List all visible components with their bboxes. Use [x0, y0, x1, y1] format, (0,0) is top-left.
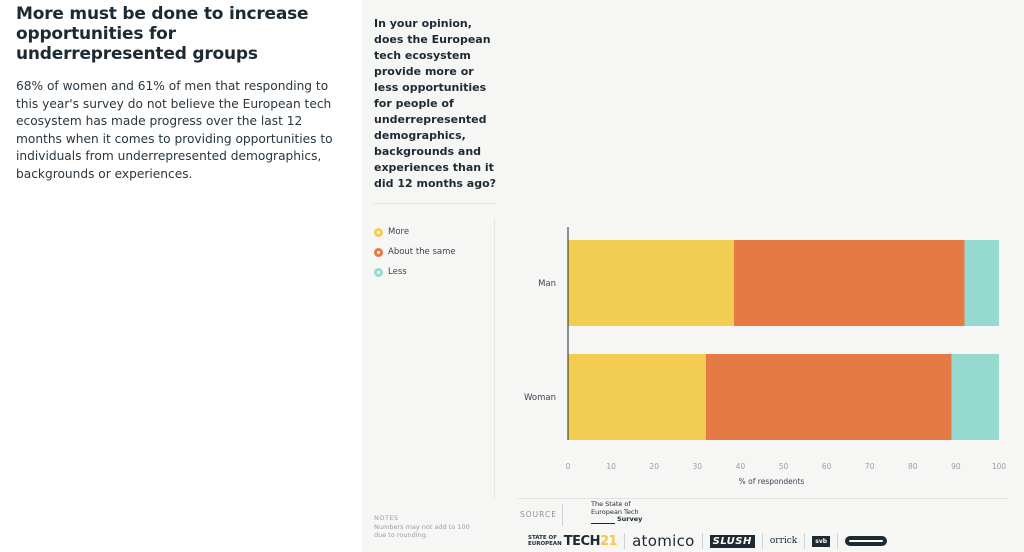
chart-legend: More About the same Less	[374, 222, 456, 282]
legend-item-more[interactable]: More	[374, 222, 456, 242]
legend-label: Less	[388, 267, 407, 277]
legend-dot-icon	[374, 267, 383, 277]
x-axis-title: % of respondents	[739, 477, 805, 486]
divider	[374, 203, 496, 204]
category-label: Woman	[524, 393, 556, 403]
x-tick-label: 70	[865, 462, 875, 471]
x-tick-label: 10	[606, 462, 616, 471]
divider	[494, 218, 495, 500]
source-line: The State of	[591, 500, 631, 508]
slush-logo: SLUSH	[709, 534, 755, 548]
partner-logo	[845, 536, 888, 546]
legend-label: About the same	[388, 247, 456, 257]
survey-question: In your opinion, does the European tech …	[374, 17, 497, 190]
footer-divider	[518, 498, 1008, 499]
bar-segment-man-less	[964, 240, 999, 326]
notes-text: Numbers may not add to 100 due to roundi…	[374, 522, 470, 540]
x-tick-label: 30	[693, 462, 703, 471]
bar-segment-woman-less	[951, 354, 999, 440]
bar-segment-woman-more	[568, 354, 706, 440]
notes-title: NOTES	[374, 514, 399, 522]
legend-item-about-the-same[interactable]: About the same	[374, 242, 456, 262]
x-tick-label: 60	[822, 462, 832, 471]
orrick-logo: orrick	[769, 536, 798, 546]
partner-logos: STATE OF EUROPEAN TECH 21 atomico SLUSH or…	[528, 532, 888, 550]
svb-logo: svb	[812, 535, 831, 547]
state-of-european-tech-logo: STATE OF EUROPEAN TECH 21	[528, 533, 618, 549]
source-line: Survey	[617, 515, 643, 523]
bar-segment-man-more	[568, 240, 734, 326]
x-tick-label: 90	[951, 462, 961, 471]
source-survey: The State of European Tech Survey	[591, 500, 643, 524]
stacked-bar-chart: Man Woman 0 10 20 30 40 50 60 70 80 90 100 % of respo…	[524, 227, 1007, 486]
chart-notes: NOTES Numbers may not add to 100 due to …	[374, 514, 484, 540]
x-tick-label: 80	[908, 462, 918, 471]
x-tick-label: 0	[566, 462, 571, 471]
article-body: 68% of women and 61% of men that respond…	[16, 79, 333, 181]
x-tick-label: 100	[992, 462, 1007, 471]
source-line: European Tech	[591, 507, 639, 516]
divider	[562, 504, 563, 526]
legend-label: More	[388, 227, 410, 237]
source-label: SOURCE	[520, 510, 557, 519]
chart-panel: In your opinion, does the European tech …	[362, 0, 1024, 552]
legend-dot-icon	[374, 247, 383, 257]
article-column: More must be done to increase opportunit…	[16, 4, 336, 184]
legend-item-less[interactable]: Less	[374, 262, 456, 282]
bar-segment-woman-about-the-same	[705, 354, 952, 440]
article-headline: More must be done to increase opportunit…	[16, 4, 309, 64]
x-tick-label: 20	[649, 462, 659, 471]
bar-segment-man-about-the-same	[733, 240, 965, 326]
divider	[591, 523, 615, 524]
x-tick-label: 50	[779, 462, 789, 471]
legend-dot-icon	[374, 227, 383, 237]
category-label: Man	[538, 279, 556, 289]
atomico-logo: atomico	[632, 532, 695, 550]
x-tick-label: 40	[736, 462, 746, 471]
